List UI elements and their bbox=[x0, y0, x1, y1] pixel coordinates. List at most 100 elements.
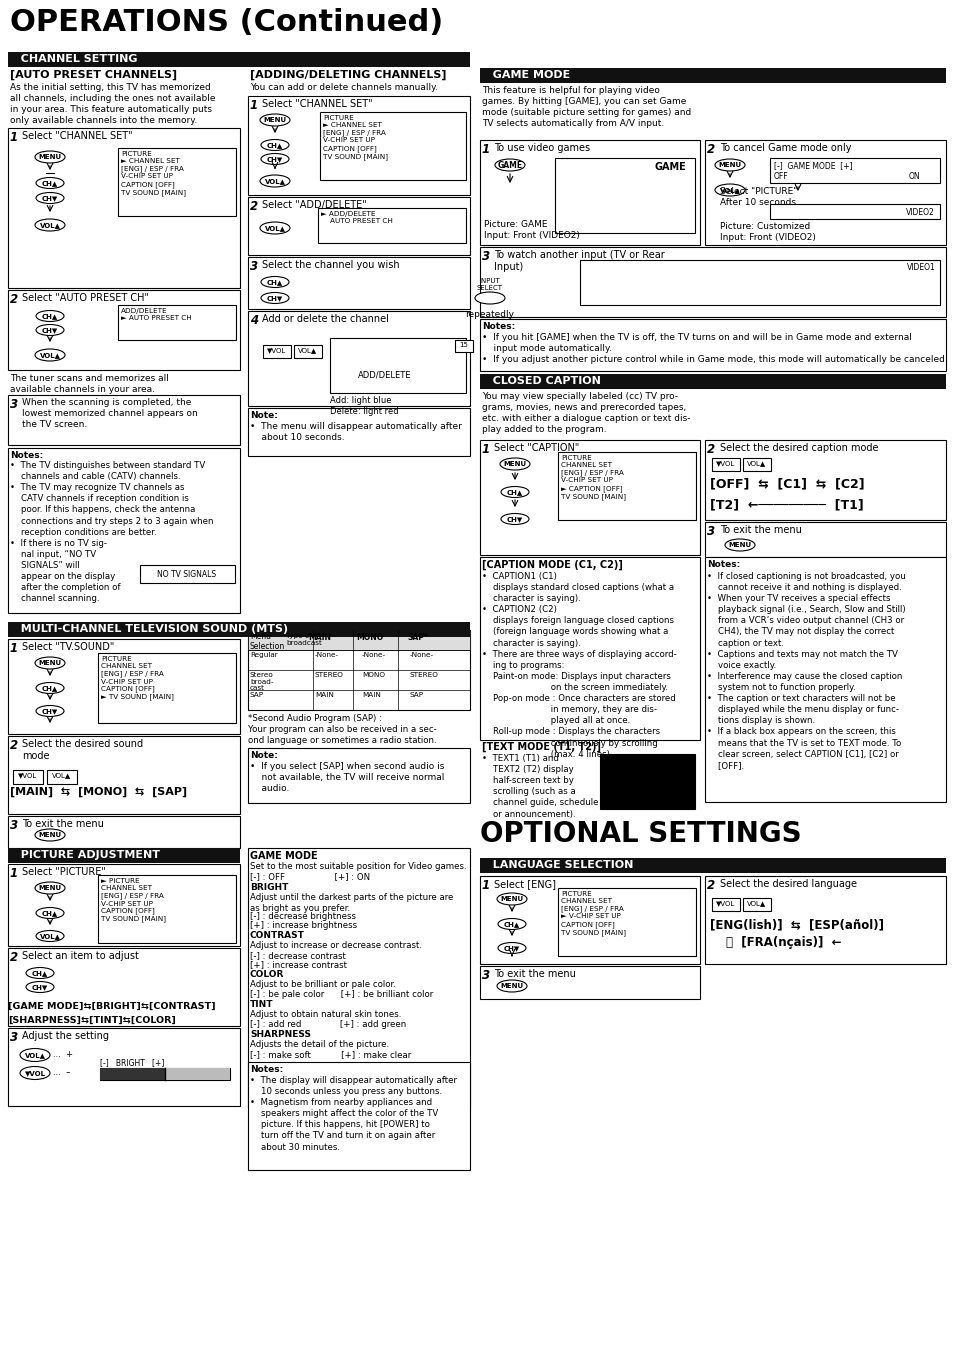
Text: BRIGHT: BRIGHT bbox=[250, 884, 288, 892]
Bar bbox=[479, 557, 700, 740]
Text: [GAME MODE]⇆[BRIGHT]⇆[CONTRAST]: [GAME MODE]⇆[BRIGHT]⇆[CONTRAST] bbox=[8, 1002, 215, 1011]
Text: ▼VOL: ▼VOL bbox=[267, 347, 286, 353]
Bar bbox=[8, 816, 240, 848]
Text: -None-: -None- bbox=[361, 653, 386, 658]
Text: •  If you hit [GAME] when the TV is off, the TV turns on and will be in Game mod: • If you hit [GAME] when the TV is off, … bbox=[481, 332, 946, 365]
Text: SHARPNESS: SHARPNESS bbox=[250, 1029, 311, 1039]
Text: GAME MODE: GAME MODE bbox=[484, 70, 570, 81]
Text: TINT: TINT bbox=[250, 1000, 274, 1009]
Text: Select "CHANNEL SET": Select "CHANNEL SET" bbox=[22, 131, 132, 141]
Text: PICTURE
CHANNEL SET
[ENG] / ESP / FRA
V-CHIP SET UP
► CAPTION [OFF]
TV SOUND [MA: PICTURE CHANNEL SET [ENG] / ESP / FRA V-… bbox=[560, 455, 625, 500]
Ellipse shape bbox=[260, 222, 290, 234]
Bar bbox=[769, 158, 939, 182]
Text: 1: 1 bbox=[481, 880, 490, 892]
Text: •  The display will disappear automatically after
    10 seconds unless you pres: • The display will disappear automatical… bbox=[250, 1075, 456, 1151]
Ellipse shape bbox=[35, 151, 65, 163]
Text: Select the channel you wish: Select the channel you wish bbox=[262, 259, 399, 270]
Text: 2: 2 bbox=[706, 443, 715, 457]
Bar bbox=[555, 158, 695, 232]
Ellipse shape bbox=[36, 931, 64, 942]
Bar bbox=[8, 290, 240, 370]
Text: ADD/DELETE: ADD/DELETE bbox=[358, 370, 412, 380]
Bar bbox=[558, 888, 696, 957]
Bar bbox=[479, 141, 700, 245]
Text: VOL▲: VOL▲ bbox=[264, 178, 285, 184]
Text: Stereo
broad-
cast: Stereo broad- cast bbox=[250, 671, 274, 692]
Bar bbox=[118, 149, 235, 216]
Text: Add: light blue: Add: light blue bbox=[330, 396, 391, 405]
Ellipse shape bbox=[497, 943, 525, 954]
Bar bbox=[140, 565, 234, 584]
Bar bbox=[100, 1069, 230, 1079]
Text: CH▲: CH▲ bbox=[42, 180, 58, 186]
Text: LANGUAGE SELECTION: LANGUAGE SELECTION bbox=[484, 861, 633, 870]
Text: CH▼: CH▼ bbox=[267, 295, 283, 301]
Bar bbox=[8, 948, 240, 1025]
Text: VOL▲: VOL▲ bbox=[39, 222, 60, 228]
Text: MAIN: MAIN bbox=[308, 634, 331, 642]
Text: 1: 1 bbox=[10, 867, 18, 880]
Ellipse shape bbox=[261, 139, 289, 150]
Text: 2: 2 bbox=[706, 880, 715, 892]
Text: ADD/DELETE
► AUTO PRESET CH: ADD/DELETE ► AUTO PRESET CH bbox=[121, 308, 192, 322]
Ellipse shape bbox=[36, 908, 64, 919]
Text: 1: 1 bbox=[10, 642, 18, 655]
Text: Set to the most suitable position for Video games.: Set to the most suitable position for Vi… bbox=[250, 862, 466, 871]
Bar bbox=[165, 1069, 230, 1079]
Bar bbox=[248, 257, 470, 309]
Text: CH▲: CH▲ bbox=[267, 280, 283, 285]
Bar bbox=[8, 449, 240, 613]
Ellipse shape bbox=[499, 458, 530, 470]
Text: [-] : be pale color      [+] : be brilliant color: [-] : be pale color [+] : be brilliant c… bbox=[250, 990, 433, 998]
Text: SAP: SAP bbox=[250, 692, 264, 698]
Text: MAIN: MAIN bbox=[314, 692, 334, 698]
Text: Select "CHANNEL SET": Select "CHANNEL SET" bbox=[262, 99, 373, 109]
Text: -None-: -None- bbox=[410, 653, 434, 658]
Text: CHANNEL SETTING: CHANNEL SETTING bbox=[13, 54, 137, 65]
Bar bbox=[769, 204, 939, 219]
Ellipse shape bbox=[36, 177, 64, 189]
Text: Adjust to obtain natural skin tones.: Adjust to obtain natural skin tones. bbox=[250, 1011, 401, 1019]
Text: CH▲: CH▲ bbox=[42, 911, 58, 916]
Text: Add or delete the channel: Add or delete the channel bbox=[262, 313, 389, 324]
Bar bbox=[8, 394, 240, 444]
Ellipse shape bbox=[497, 919, 525, 929]
Text: GAME: GAME bbox=[497, 161, 522, 169]
Text: MENU: MENU bbox=[728, 542, 751, 549]
Ellipse shape bbox=[36, 311, 64, 322]
Text: Notes:: Notes: bbox=[250, 1065, 283, 1074]
Ellipse shape bbox=[497, 893, 526, 905]
Bar bbox=[479, 374, 945, 389]
Text: [SHARPNESS]⇆[TINT]⇆[COLOR]: [SHARPNESS]⇆[TINT]⇆[COLOR] bbox=[8, 1016, 175, 1025]
Text: 3: 3 bbox=[10, 399, 18, 411]
Ellipse shape bbox=[35, 219, 65, 231]
Text: Select "ADD/DELETE": Select "ADD/DELETE" bbox=[262, 200, 366, 209]
Bar bbox=[248, 630, 470, 711]
Text: INPUT
SELECT: INPUT SELECT bbox=[476, 278, 502, 292]
Text: When the scanning is completed, the
lowest memorized channel appears on
the TV s: When the scanning is completed, the lowe… bbox=[22, 399, 197, 430]
Bar bbox=[742, 458, 770, 471]
Text: CH▲: CH▲ bbox=[503, 921, 519, 927]
Ellipse shape bbox=[36, 705, 64, 716]
Text: Adjusts the detail of the picture.: Adjusts the detail of the picture. bbox=[250, 1040, 389, 1048]
Text: After 10 seconds: After 10 seconds bbox=[720, 199, 795, 207]
Text: [-] : decrease contrast: [-] : decrease contrast bbox=[250, 951, 346, 961]
Text: 3: 3 bbox=[481, 250, 490, 263]
Text: 1: 1 bbox=[481, 443, 490, 457]
Text: CH▼: CH▼ bbox=[31, 984, 48, 990]
Bar bbox=[8, 621, 470, 638]
Bar bbox=[704, 141, 945, 245]
Text: CH▼: CH▼ bbox=[42, 708, 58, 713]
Ellipse shape bbox=[35, 657, 65, 669]
Bar bbox=[319, 112, 465, 180]
Text: ► ADD/DELETE
    AUTO PRESET CH: ► ADD/DELETE AUTO PRESET CH bbox=[320, 211, 393, 224]
Bar bbox=[98, 653, 235, 723]
Text: ▼VOL: ▼VOL bbox=[25, 1070, 46, 1075]
Bar bbox=[248, 311, 470, 407]
Bar bbox=[248, 197, 470, 255]
Text: STEREO: STEREO bbox=[314, 671, 343, 678]
Ellipse shape bbox=[36, 682, 64, 693]
Bar bbox=[98, 875, 235, 943]
Text: Select "PICTURE": Select "PICTURE" bbox=[720, 186, 797, 196]
Bar bbox=[479, 319, 945, 372]
